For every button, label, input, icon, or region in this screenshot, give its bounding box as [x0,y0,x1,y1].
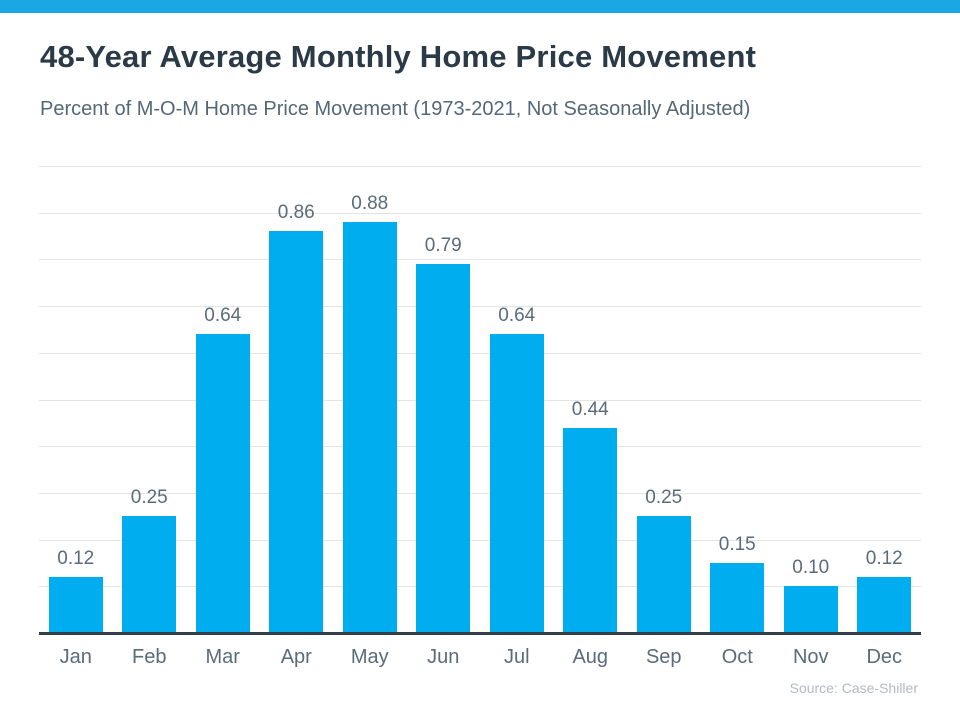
bar [416,264,471,633]
gridline [39,399,921,401]
bar [269,231,324,633]
bar-value-label: 0.44 [571,399,609,421]
gridline [39,586,921,588]
bar-column: 0.86 [260,166,334,633]
bar [489,334,544,633]
gridline [39,539,921,541]
bar-column: 0.79 [407,166,481,633]
bar-value-label: 0.64 [204,305,242,327]
bar [783,586,838,633]
x-axis-tick-label: Jan [59,646,92,668]
bar-column: 0.25 [627,166,701,633]
bar-value-label: 0.12 [865,548,903,570]
bar-value-label: 0.79 [424,235,462,257]
bar [563,428,618,633]
x-axis-tick-label: Feb [132,646,167,668]
x-axis-tick-label: Sep [645,646,682,668]
bar-column: 0.12 [848,166,922,633]
x-axis-tick-label: Jul [503,646,530,668]
x-axis-tick-label: Mar [205,646,240,668]
x-axis-tick-label: Nov [792,646,829,668]
chart-title: 48-Year Average Monthly Home Price Movem… [40,39,757,74]
bar [710,563,765,633]
bar-value-label: 0.88 [351,193,389,215]
gridline [39,259,921,261]
gridline [39,306,921,308]
bar-column: 0.88 [333,166,407,633]
top-accent-bar [0,0,960,13]
bar-column: 0.10 [774,166,848,633]
x-axis-tick-label: Apr [280,646,312,668]
bar-value-label: 0.12 [57,548,95,570]
x-axis-tick-label: May [350,646,389,668]
bar-column: 0.25 [113,166,187,633]
bar [195,334,250,633]
bar-value-label: 0.86 [277,202,315,224]
bar [48,577,103,633]
bar [857,577,912,633]
x-axis-tick-label: Oct [721,646,753,668]
bar-column: 0.44 [554,166,628,633]
bars-row: 0.12 0.25 0.64 0.86 0.88 0.79 0.64 0.44 0.25 0.15… [39,166,921,633]
x-axis-tick-label: Dec [866,646,903,668]
bar-column: 0.64 [186,166,260,633]
chart-subtitle: Percent of M-O-M Home Price Movement (19… [40,98,751,120]
bar-value-label: 0.10 [792,557,830,579]
bar-value-label: 0.64 [498,305,536,327]
x-axis-tick-label: Jun [427,646,460,668]
bar-column: 0.64 [480,166,554,633]
gridline [39,166,921,167]
bar [342,222,397,633]
source-note: Source: Case-Shiller [789,680,918,696]
gridline [39,446,921,448]
bar [636,516,691,633]
bar-value-label: 0.25 [130,487,168,509]
gridline [39,212,921,214]
x-axis-line [39,632,921,635]
x-axis-labels: Jan Feb Mar Apr May Jun Jul Aug Sep Oct Nov Dec [39,646,921,669]
bar [122,516,177,633]
bar-column: 0.15 [701,166,775,633]
x-axis-tick-label: Aug [572,646,609,668]
bar-value-label: 0.15 [718,534,756,556]
gridline [39,352,921,354]
bar-column: 0.12 [39,166,113,633]
gridline [39,492,921,494]
plot-area: 0.12 0.25 0.64 0.86 0.88 0.79 0.64 0.44 0.25 0.15… [39,166,921,635]
bar-value-label: 0.25 [645,487,683,509]
